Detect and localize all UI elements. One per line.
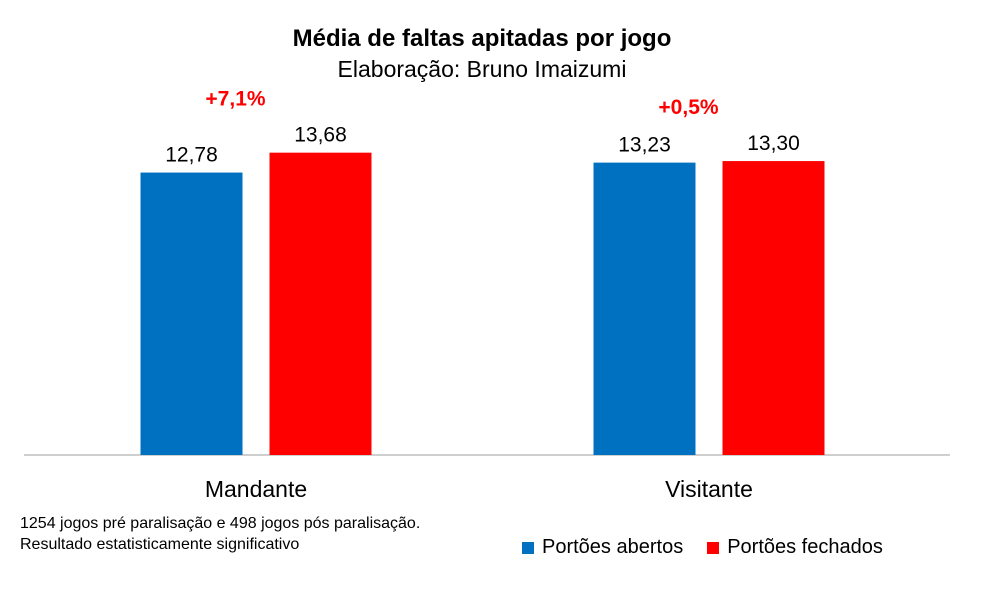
- category-labels-group: Mandante Visitante: [205, 476, 753, 502]
- legend-label-closed: Portões fechados: [727, 536, 883, 558]
- category-label-visitante: Visitante: [665, 476, 753, 502]
- value-label-mandante-open: 12,78: [165, 144, 218, 167]
- note-sample-size: 1254 jogos pré paralisação e 498 jogos p…: [20, 515, 421, 532]
- legend-swatch-closed: [707, 541, 720, 554]
- bar-visitante-closed: [722, 161, 825, 455]
- value-label-visitante-closed: 13,30: [747, 132, 800, 155]
- legend-swatch-open: [522, 541, 534, 554]
- change-labels-group: +7,1% +0,5%: [205, 88, 718, 119]
- legend-label-open: Portões abertos: [542, 536, 684, 558]
- legend-item-closed: Portões fechados: [707, 536, 883, 559]
- bar-mandante-closed: [269, 152, 372, 455]
- legend: Portões abertos Portões fechados: [522, 536, 883, 559]
- chart-title: Média de faltas apitadas por jogo: [293, 25, 672, 52]
- category-label-mandante: Mandante: [205, 476, 307, 502]
- bar-mandante-open: [140, 172, 243, 455]
- bars-group: [140, 152, 825, 455]
- chart-subtitle: Elaboração: Bruno Imaizumi: [338, 56, 627, 82]
- value-labels-group: 12,78 13,68 13,23 13,30: [165, 124, 800, 167]
- note-significance: Resultado estatisticamente significativo: [20, 536, 300, 553]
- value-label-visitante-open: 13,23: [618, 134, 671, 157]
- change-label-visitante: +0,5%: [658, 96, 718, 119]
- bar-visitante-open: [593, 162, 696, 455]
- legend-item-open: Portões abertos: [522, 536, 683, 559]
- change-label-mandante: +7,1%: [205, 88, 265, 111]
- value-label-mandante-closed: 13,68: [294, 124, 347, 147]
